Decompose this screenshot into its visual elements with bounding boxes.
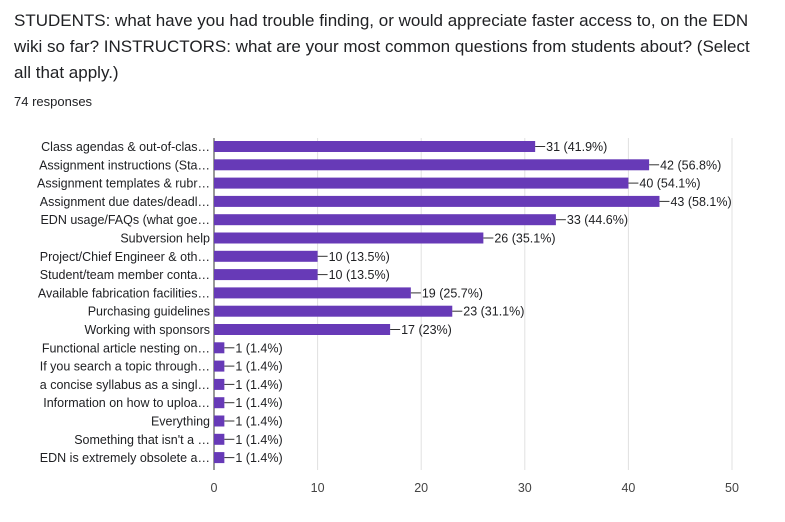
x-tick-label: 0 (211, 481, 218, 495)
category-labels: Class agendas & out-of-clas… Assignment i… (37, 140, 210, 465)
data-label: 19 (25.7%) (422, 286, 483, 300)
category-label: Functional article nesting on… (42, 341, 210, 355)
bar (214, 214, 556, 226)
bar (214, 159, 650, 171)
category-label: EDN is extremely obsolete a… (40, 451, 210, 465)
data-label: 1 (1.4%) (235, 433, 282, 447)
category-label: a concise syllabus as a singl… (40, 378, 210, 392)
data-labels: 31 (41.9%) 42 (56.8%) 40 (54.1%) 43 (58.1%)… (224, 140, 732, 465)
data-label: 1 (1.4%) (235, 360, 282, 374)
bar (214, 342, 225, 354)
data-label: 1 (1.4%) (235, 378, 282, 392)
bar (214, 433, 225, 445)
data-label: 10 (13.5%) (329, 250, 390, 264)
category-label: Assignment due dates/deadl… (40, 195, 210, 209)
data-label: 1 (1.4%) (235, 396, 282, 410)
bar (214, 177, 629, 189)
x-tick-label: 30 (518, 481, 532, 495)
bar (214, 141, 536, 152)
category-label: Everything (151, 415, 210, 429)
bar (214, 305, 453, 317)
category-label: Information on how to uploa… (43, 396, 210, 410)
bar (214, 360, 225, 372)
category-label: Assignment instructions (Sta… (39, 158, 210, 172)
bar (214, 195, 660, 207)
data-label: 31 (41.9%) (546, 140, 607, 154)
data-label: 1 (1.4%) (235, 451, 282, 465)
question-title: STUDENTS: what have you had trouble find… (14, 11, 750, 82)
bar (214, 250, 318, 262)
category-label: Available fabrication facilities… (38, 286, 210, 300)
category-label: Purchasing guidelines (88, 305, 210, 319)
bar (214, 324, 391, 335)
category-label: Something that isn't a … (74, 433, 210, 447)
category-label: Working with sponsors (84, 323, 210, 337)
x-tick-label: 50 (725, 481, 739, 495)
bar (214, 415, 225, 427)
data-label: 1 (1.4%) (235, 341, 282, 355)
category-label: EDN usage/FAQs (what goe… (40, 213, 210, 227)
data-label: 23 (31.1%) (463, 305, 524, 319)
response-count: 74 responses (14, 94, 93, 109)
data-label: 42 (56.8%) (660, 158, 721, 172)
data-label: 17 (23%) (401, 323, 452, 337)
data-label: 43 (58.1%) (670, 195, 731, 209)
bar (214, 232, 484, 244)
category-label: Assignment templates & rubr… (37, 177, 210, 191)
bar (214, 397, 225, 409)
category-label: Subversion help (120, 232, 210, 246)
x-tick-label: 20 (414, 481, 428, 495)
gridlines (213, 138, 733, 470)
category-label: Class agendas & out-of-clas… (41, 140, 210, 154)
category-label: If you search a topic through… (40, 360, 210, 374)
x-tick-label: 10 (311, 481, 325, 495)
bar (214, 452, 225, 464)
bar (214, 378, 225, 390)
data-label: 1 (1.4%) (235, 415, 282, 429)
bar (214, 269, 318, 281)
x-tick-label: 40 (621, 481, 635, 495)
category-label: Project/Chief Engineer & oth… (40, 250, 210, 264)
bars (214, 141, 660, 464)
bar (214, 287, 411, 299)
data-label: 40 (54.1%) (639, 177, 700, 191)
data-label: 26 (35.1%) (494, 232, 555, 246)
data-label: 10 (13.5%) (329, 268, 390, 282)
x-axis-ticks: 0 10 20 30 40 50 (211, 481, 739, 495)
data-label: 33 (44.6%) (567, 213, 628, 227)
category-label: Student/team member conta… (40, 268, 210, 282)
